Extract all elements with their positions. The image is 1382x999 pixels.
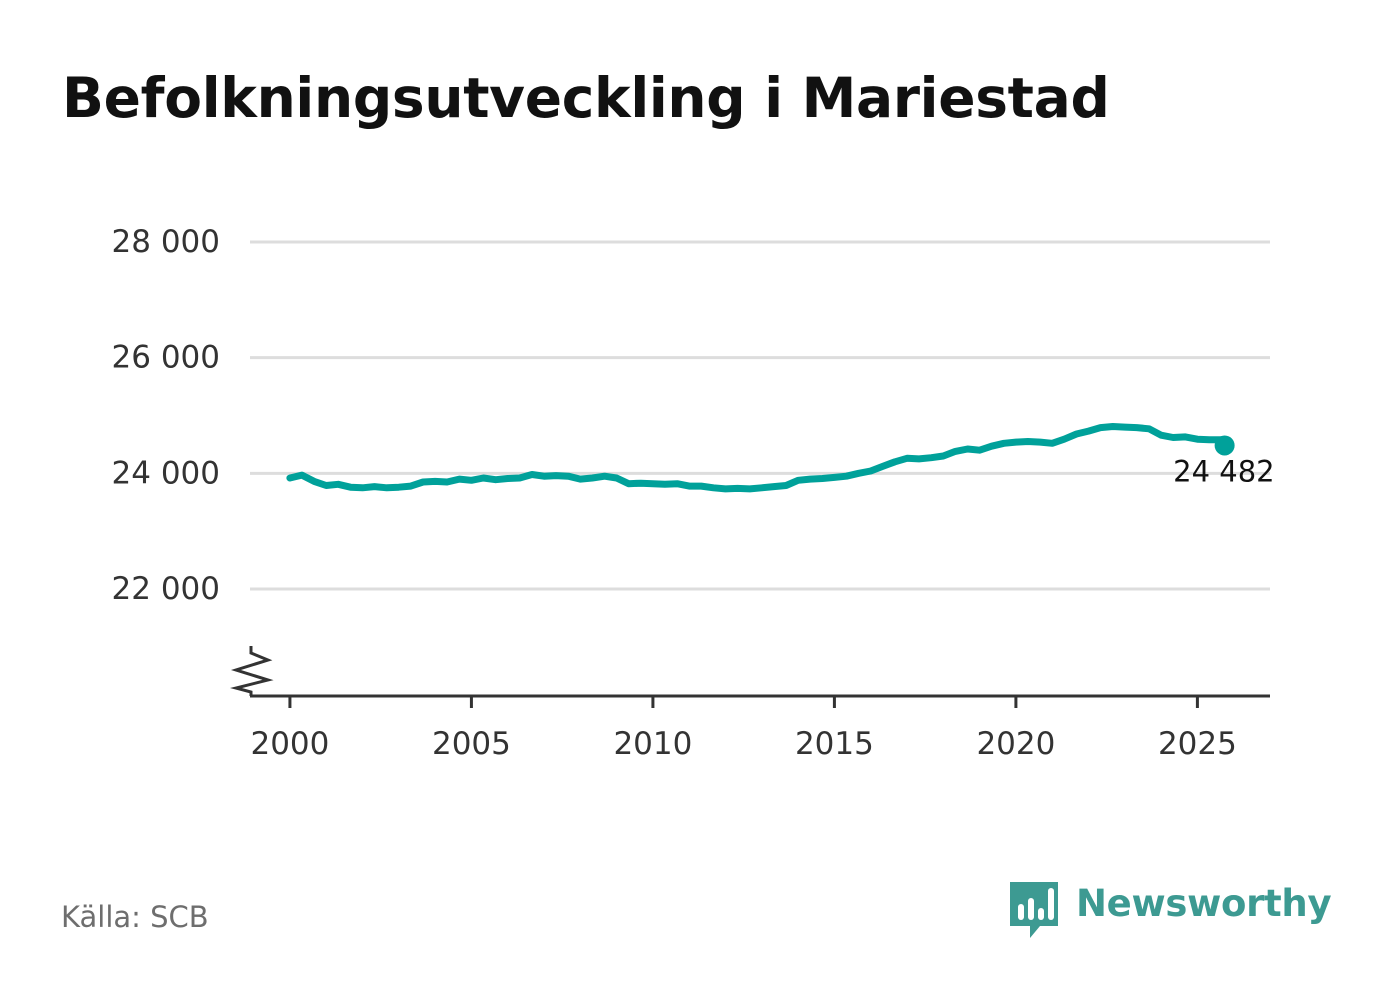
- x-axis-tick-labels: 2000 2005 2010 2015 2020 2025: [250, 696, 1237, 762]
- y-tick-label: 22 000: [112, 571, 220, 607]
- x-tick-label: 2005: [432, 726, 511, 762]
- y-tick-label: 26 000: [112, 340, 220, 376]
- x-tick-label: 2025: [1158, 726, 1237, 762]
- newsworthy-logo-icon: [1010, 882, 1058, 938]
- last-point-marker: [1214, 435, 1235, 456]
- y-axis-break-icon: [230, 646, 274, 696]
- x-tick-label: 2020: [976, 726, 1055, 762]
- brand-name: Newsworthy: [1076, 882, 1332, 925]
- series-line-befolkning: [286, 423, 1226, 493]
- source-note: Källa: SCB: [61, 900, 209, 934]
- y-tick-label: 28 000: [112, 224, 220, 260]
- x-axis: [230, 646, 1270, 698]
- y-tick-label: 24 000: [112, 455, 220, 491]
- last-value-label: 24 482: [1173, 454, 1274, 488]
- x-tick-label: 2015: [795, 726, 874, 762]
- x-tick-label: 2000: [250, 726, 329, 762]
- x-tick-label: 2010: [613, 726, 692, 762]
- series-layer: 24 482: [286, 423, 1275, 493]
- grid-lines: [250, 240, 1270, 591]
- y-axis-tick-labels: 22 000 24 000 26 000 28 000: [112, 224, 220, 607]
- chart-title: Befolkningsutveckling i Mariestad: [62, 66, 1110, 130]
- newsworthy-brand[interactable]: Newsworthy: [1010, 878, 1332, 942]
